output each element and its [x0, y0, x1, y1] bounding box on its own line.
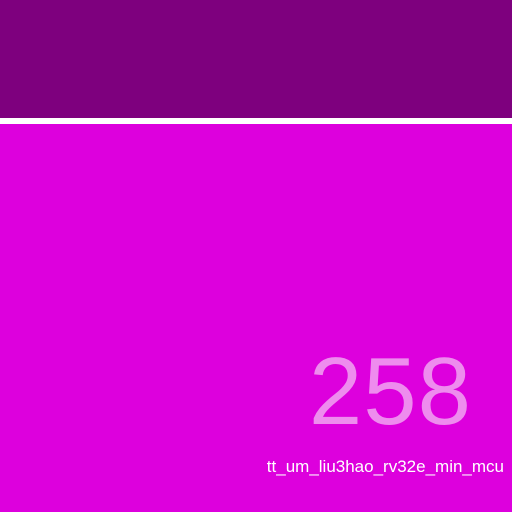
- counter-value: 258: [308, 338, 472, 445]
- top-bar: [0, 0, 512, 118]
- project-name-label: tt_um_liu3hao_rv32e_min_mcu: [266, 457, 504, 476]
- divider: [0, 118, 512, 124]
- main-panel: 258 tt_um_liu3hao_rv32e_min_mcu: [0, 124, 512, 512]
